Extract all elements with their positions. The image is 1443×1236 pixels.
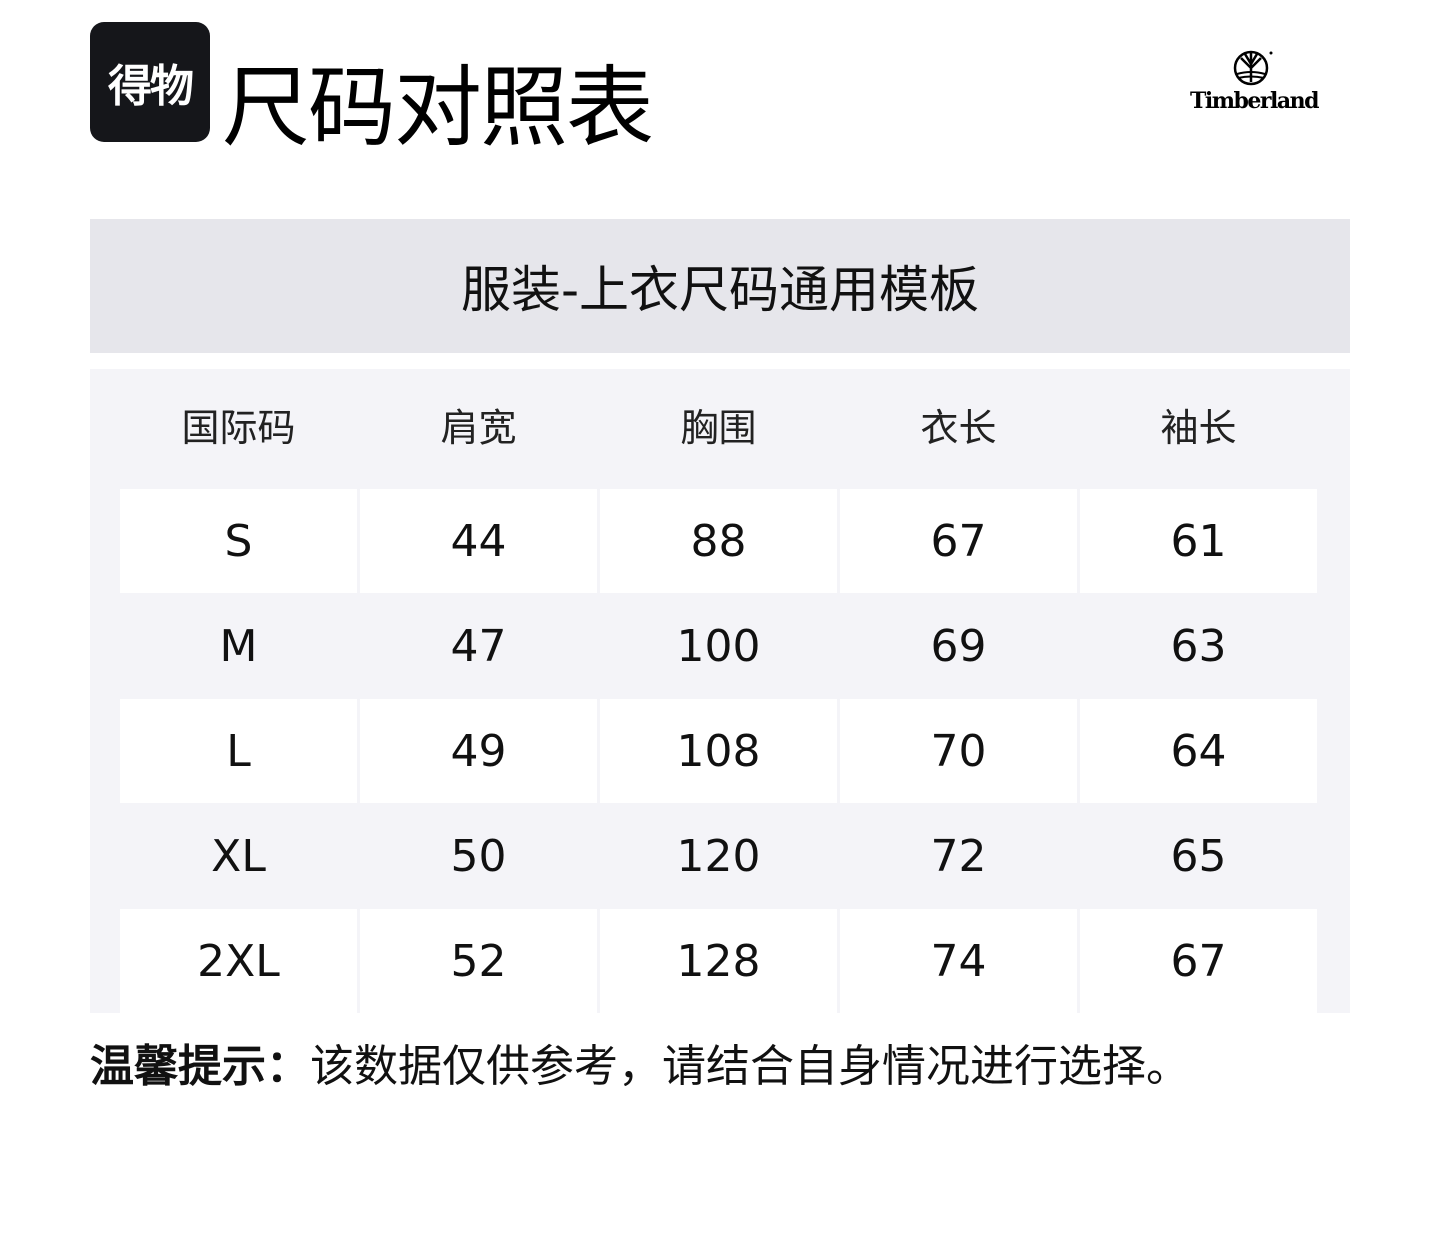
template-title: 服装-上衣尺码通用模板: [90, 219, 1350, 353]
table-cell: 100: [676, 620, 761, 672]
table-cell: 74: [840, 909, 1077, 1013]
table-cell: S: [120, 489, 357, 593]
column-header: 肩宽: [440, 405, 517, 450]
page-title: 尺码对照表: [222, 56, 654, 159]
tip: 温馨提示：该数据仅供参考，请结合自身情况进行选择。: [90, 1030, 1190, 1094]
table-cell: 64: [1080, 699, 1317, 803]
table-cell: 128: [600, 909, 837, 1013]
column-header: 衣长: [920, 405, 997, 450]
table-cell: 67: [1080, 909, 1317, 1013]
table-cell: M: [219, 620, 258, 672]
brand-name: Timberland: [1190, 88, 1319, 114]
column-header: 胸围: [680, 405, 757, 450]
table-cell: 65: [1170, 830, 1227, 882]
table-cell: 120: [676, 830, 761, 882]
table-cell: 72: [930, 830, 987, 882]
table-cell: 50: [450, 830, 507, 882]
table-cell: 49: [360, 699, 597, 803]
tip-label: 温馨提示：: [90, 1041, 310, 1092]
table-cell: 47: [450, 620, 507, 672]
size-table: 国际码 肩宽 胸围 衣长 袖长 S 44 88 67 61 M 47 100 69 63 L 49 108 70 64…: [90, 369, 1350, 1013]
table-cell: 63: [1170, 620, 1227, 672]
tip-text: 该数据仅供参考，请结合自身情况进行选择。: [310, 1041, 1190, 1092]
dewu-logo: 得物: [90, 22, 210, 142]
table-cell: 44: [360, 489, 597, 593]
table-cell: 52: [360, 909, 597, 1013]
table-cell: 61: [1080, 489, 1317, 593]
column-header: 袖长: [1160, 405, 1237, 450]
logo-text: 得物: [108, 61, 194, 112]
table-cell: 69: [930, 620, 987, 672]
table-cell: 108: [600, 699, 837, 803]
brand-logo: Timberland: [1190, 48, 1319, 114]
table-cell: 2XL: [120, 909, 357, 1013]
tree-icon: [1233, 50, 1272, 86]
table-cell: XL: [211, 830, 266, 882]
table-cell: 88: [600, 489, 837, 593]
table-cell: L: [120, 699, 357, 803]
table-cell: 70: [840, 699, 1077, 803]
column-header: 国际码: [181, 405, 296, 450]
table-cell: 67: [840, 489, 1077, 593]
